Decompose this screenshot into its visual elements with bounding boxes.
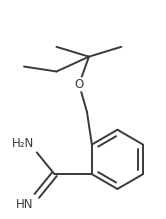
Text: HN: HN bbox=[16, 198, 34, 211]
Text: H₂N: H₂N bbox=[12, 138, 34, 150]
Text: O: O bbox=[75, 78, 84, 91]
